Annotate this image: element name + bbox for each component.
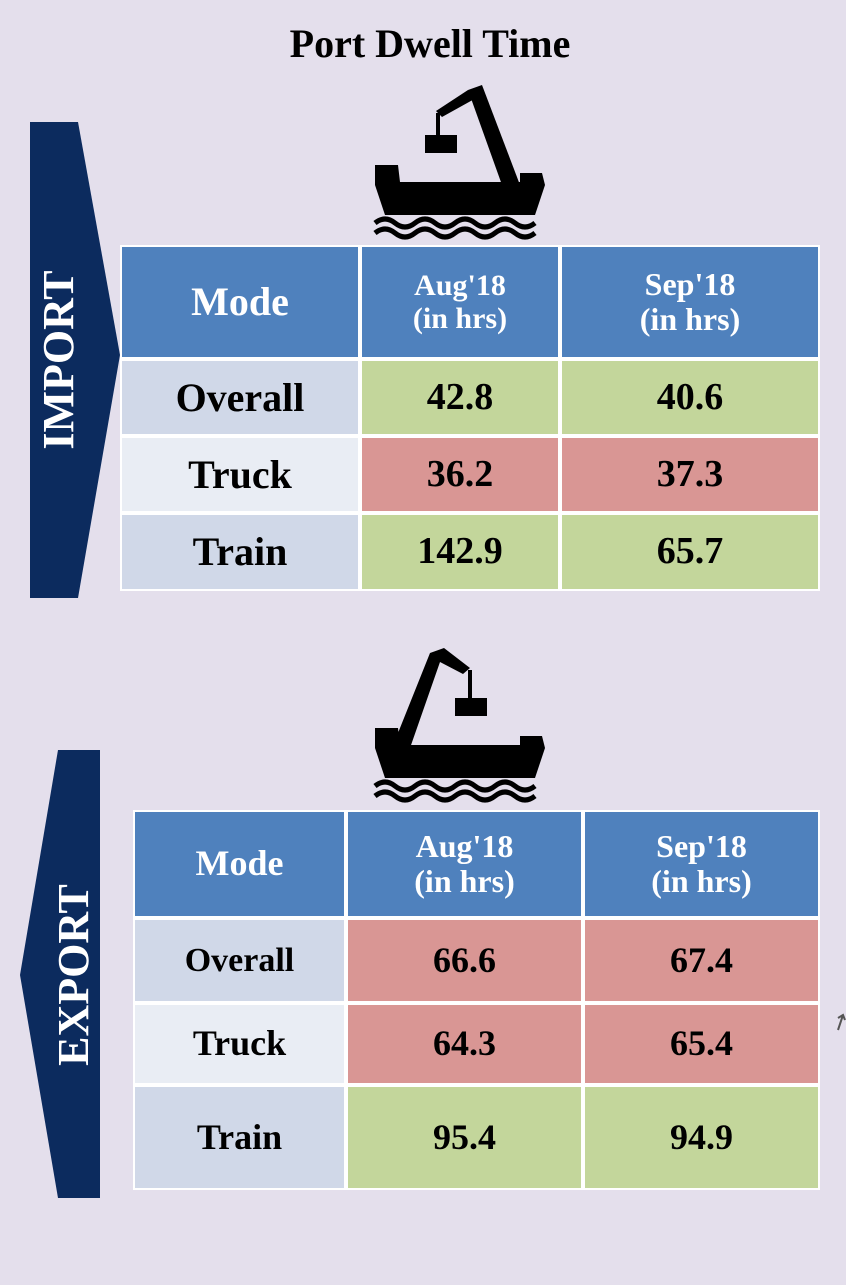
cell-text: Train xyxy=(196,1116,283,1157)
import-banner xyxy=(30,122,120,598)
row-label: Truck xyxy=(120,436,360,513)
value-cell: 42.8 xyxy=(360,359,560,436)
cell-text: Truck xyxy=(188,451,292,497)
cell-text: 65.4 xyxy=(670,1023,733,1064)
cell-text: Aug'18 xyxy=(414,269,506,302)
value-cell: 65.7 xyxy=(560,513,820,591)
export-label: EXPORT xyxy=(49,884,98,1066)
value-cell: 142.9 xyxy=(360,513,560,591)
row-label: Train xyxy=(133,1085,346,1190)
cell-text: (in hrs) xyxy=(414,863,515,899)
value-cell: 67.4 xyxy=(583,918,820,1003)
import-label: IMPORT xyxy=(34,270,83,449)
header-cell: Sep'18 (in hrs) xyxy=(583,810,820,918)
value-cell: 37.3 xyxy=(560,436,820,513)
cell-text: Overall xyxy=(184,941,295,979)
cell-text: Sep'18 xyxy=(644,265,736,302)
cell-text: 142.9 xyxy=(417,530,503,573)
value-cell: 66.6 xyxy=(346,918,583,1003)
header-cell: Aug'18 (in hrs) xyxy=(360,245,560,359)
header-cell: Mode xyxy=(133,810,346,918)
ship-icon xyxy=(373,648,545,803)
title: Port Dwell Time xyxy=(289,21,571,66)
cell-text: Sep'18 xyxy=(656,827,747,864)
cell-text: Aug'18 xyxy=(415,827,514,864)
header-cell: Mode xyxy=(120,245,360,359)
pointer xyxy=(837,1013,846,1031)
value-cell: 64.3 xyxy=(346,1003,583,1085)
cell-text: 95.4 xyxy=(433,1116,496,1157)
cell-text: Overall xyxy=(175,374,305,420)
cell-text: Truck xyxy=(192,1023,287,1064)
cell-text: (in hrs) xyxy=(412,302,508,335)
ship-icon xyxy=(373,85,545,240)
cell-text: (in hrs) xyxy=(639,301,741,337)
cell-text: 64.3 xyxy=(433,1023,496,1064)
cell-text: Train xyxy=(192,529,288,574)
cell-text: Mode xyxy=(195,843,284,884)
header-cell: Aug'18 (in hrs) xyxy=(346,810,583,918)
row-label: Overall xyxy=(120,359,360,436)
row-label: Train xyxy=(120,513,360,591)
cell-text: 42.8 xyxy=(426,375,494,418)
cell-text: 67.4 xyxy=(670,939,733,980)
cell-text: 37.3 xyxy=(656,452,724,495)
value-cell: 95.4 xyxy=(346,1085,583,1190)
export-banner xyxy=(20,750,100,1198)
cell-text: 40.6 xyxy=(656,375,724,418)
row-label: Truck xyxy=(133,1003,346,1085)
cell-text: 65.7 xyxy=(656,530,724,573)
row-label: Overall xyxy=(133,918,346,1003)
value-cell: 40.6 xyxy=(560,359,820,436)
cell-text: 36.2 xyxy=(426,452,494,495)
cell-text: (in hrs) xyxy=(651,863,752,899)
value-cell: 36.2 xyxy=(360,436,560,513)
header-cell: Sep'18 (in hrs) xyxy=(560,245,820,359)
cell-text: 94.9 xyxy=(670,1116,733,1157)
cell-text: Mode xyxy=(191,279,289,324)
value-cell: 94.9 xyxy=(583,1085,820,1190)
cell-text: 66.6 xyxy=(433,939,496,980)
value-cell: 65.4 xyxy=(583,1003,820,1085)
